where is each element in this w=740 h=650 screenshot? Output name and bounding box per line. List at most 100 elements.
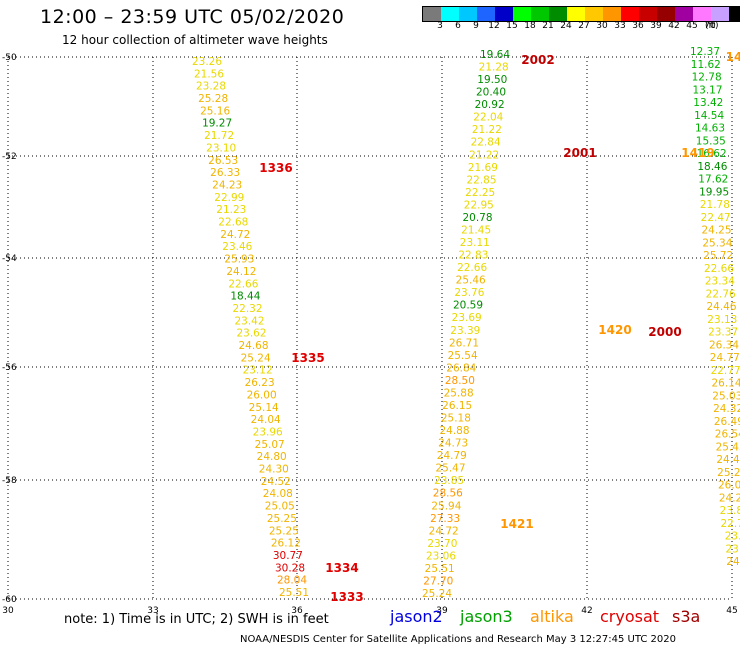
color-scale-bar <box>422 6 740 22</box>
wave-height-value: 24.73 <box>438 438 468 450</box>
wave-height-value: 26.33 <box>210 167 240 179</box>
wave-height-value: 22.66 <box>704 263 734 275</box>
wave-height-value: 25.43 <box>716 441 740 453</box>
wave-height-value: 22.47 <box>701 212 731 224</box>
wave-height-value: 26.71 <box>449 337 479 349</box>
pass-number-label: 1421 <box>500 517 533 531</box>
wave-height-value: 25.46 <box>456 275 486 287</box>
color-scale-tick: 15 <box>506 21 518 31</box>
wave-height-value: 21.22 <box>472 124 502 136</box>
wave-height-value: 25.72 <box>703 250 733 262</box>
wave-height-value: 23.12 <box>243 365 273 377</box>
wave-height-value: 16.62 <box>697 148 727 160</box>
wave-height-value: 22.84 <box>471 137 501 149</box>
wave-height-value: 23.39 <box>450 325 480 337</box>
wave-height-value: 25.24 <box>422 588 452 600</box>
wave-height-value: 23.96 <box>253 427 283 439</box>
color-swatch <box>639 7 657 21</box>
legend-altika: altika <box>530 607 574 626</box>
wave-height-value: 21.45 <box>461 225 491 237</box>
wave-height-value: 21.22 <box>469 149 499 161</box>
wave-height-value: 25.51 <box>425 563 455 575</box>
pass-number-label: 1335 <box>291 351 324 365</box>
color-scale-tick: 9 <box>473 21 479 31</box>
wave-height-value: 22.32 <box>232 303 262 315</box>
wave-height-value: 22.77 <box>711 365 740 377</box>
wave-height-value: 19.50 <box>477 74 507 86</box>
wave-height-value: 24.26 <box>719 492 740 504</box>
wave-height-value: 25.88 <box>444 387 474 399</box>
wave-height-value: 28.56 <box>433 488 463 500</box>
legend-s3a: s3a <box>672 607 701 626</box>
color-swatch <box>549 7 567 21</box>
wave-height-value: 25.28 <box>198 93 228 105</box>
wave-height-value: 24.23 <box>212 180 242 192</box>
wave-height-value: 22.68 <box>218 217 248 229</box>
wave-height-value: 24.30 <box>259 464 289 476</box>
wave-height-value: 26.34 <box>709 339 739 351</box>
color-swatch <box>423 7 441 21</box>
wave-height-value: 12.37 <box>690 46 720 58</box>
wave-height-value: 20.40 <box>476 87 506 99</box>
color-scale-unit: (ft) <box>705 21 719 31</box>
wave-height-value: 24.72 <box>429 525 459 537</box>
legend-jason2: jason2 <box>390 607 443 626</box>
y-tick-label: -60 <box>2 595 17 605</box>
wave-height-value: 25.03 <box>712 390 740 402</box>
wave-height-value: 21.56 <box>194 68 224 80</box>
map-title: 12:00 – 23:59 UTC 05/02/2020 <box>40 6 345 28</box>
color-swatch <box>459 7 477 21</box>
wave-height-value: 13.17 <box>692 84 722 96</box>
color-scale-tick: 30 <box>596 21 608 31</box>
wave-height-value: 18.44 <box>230 291 260 303</box>
color-scale-tick: 6 <box>455 21 461 31</box>
color-swatch <box>711 7 729 21</box>
wave-height-value: 25.14 <box>249 402 279 414</box>
wave-height-value: 22.66 <box>228 278 258 290</box>
wave-height-value: 23.80 <box>720 505 740 517</box>
y-tick-label: -58 <box>2 476 17 486</box>
wave-height-value: 22.25 <box>465 187 495 199</box>
wave-height-value: 23.62 <box>236 328 266 340</box>
wave-height-value: 20.59 <box>453 300 483 312</box>
wave-height-value: 24.77 <box>710 352 740 364</box>
wave-height-value: 22.83 <box>458 250 488 262</box>
wave-height-value: 26.23 <box>245 377 275 389</box>
wave-height-value: 24.68 <box>238 340 268 352</box>
wave-height-value: 19.95 <box>699 186 729 198</box>
wave-height-value: 22.66 <box>457 262 487 274</box>
wave-height-value: 23.85 <box>434 475 464 487</box>
wave-height-value: 17.62 <box>698 174 728 186</box>
wave-height-value: 23.10 <box>206 142 236 154</box>
wave-height-value: 23.0 <box>726 543 740 555</box>
wave-height-value: 25.51 <box>279 587 309 599</box>
satellite-tracks: 23.2621.5623.2825.2825.1619.2721.7223.10… <box>192 46 740 600</box>
pass-number-label: 14 <box>726 50 740 64</box>
wave-height-value: 24.04 <box>251 414 281 426</box>
wave-height-value: 20.78 <box>462 212 492 224</box>
wave-height-value: 12.78 <box>692 72 722 84</box>
legend-note: note: 1) Time is in UTC; 2) SWH is in fe… <box>64 612 329 627</box>
wave-height-value: 23.37 <box>708 327 738 339</box>
wave-height-value: 25.07 <box>255 439 285 451</box>
wave-height-value: 21.69 <box>468 162 498 174</box>
wave-height-value: 25.47 <box>435 463 465 475</box>
wave-height-value: 30.77 <box>273 550 303 562</box>
wave-height-value: 25.94 <box>431 500 461 512</box>
x-tick-label: 42 <box>581 606 592 616</box>
color-swatch <box>567 7 585 21</box>
y-tick-label: -54 <box>2 254 17 264</box>
wave-height-value: 23.13 <box>707 314 737 326</box>
wave-height-value: 28.50 <box>445 375 475 387</box>
wave-height-value: 25.25 <box>269 525 299 537</box>
wave-height-value: 23.11 <box>460 237 490 249</box>
color-swatch <box>531 7 549 21</box>
color-scale-tick: 33 <box>614 21 626 31</box>
wave-height-value: 22.76 <box>706 288 736 300</box>
wave-height-value: 19.64 <box>480 49 510 61</box>
wave-height-value: 23.4 <box>725 531 740 543</box>
y-tick-label: -52 <box>2 152 17 162</box>
wave-height-value: 13.42 <box>693 97 723 109</box>
color-swatch <box>693 7 711 21</box>
